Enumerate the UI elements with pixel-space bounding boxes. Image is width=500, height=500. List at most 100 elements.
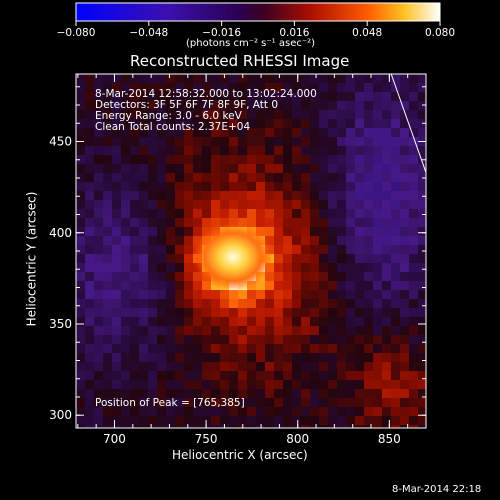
heatmap-cell — [220, 155, 230, 165]
heatmap-cell — [400, 128, 410, 138]
heatmap-cell — [310, 398, 320, 408]
heatmap-cell — [76, 344, 86, 354]
heatmap-cell — [157, 281, 167, 291]
heatmap-cell — [211, 119, 221, 129]
heatmap-cell — [229, 317, 239, 327]
heatmap-cell — [337, 389, 347, 399]
heatmap-cell — [256, 353, 266, 363]
heatmap-cell — [247, 299, 257, 309]
heatmap-cell — [364, 290, 374, 300]
heatmap-cell — [364, 344, 374, 354]
heatmap-cell — [94, 146, 104, 156]
heatmap-cell — [94, 290, 104, 300]
heatmap-cell — [103, 263, 113, 273]
heatmap-cell — [391, 353, 401, 363]
heatmap-cell — [283, 416, 293, 426]
heatmap-cell — [148, 110, 158, 120]
heatmap-cell — [382, 281, 392, 291]
heatmap-cell — [274, 110, 284, 120]
heatmap-cell — [166, 209, 176, 219]
heatmap-cell — [346, 218, 356, 228]
heatmap-cell — [175, 416, 185, 426]
heatmap-cell — [391, 173, 401, 183]
heatmap-cell — [193, 110, 203, 120]
heatmap-cell — [112, 281, 122, 291]
heatmap-cell — [148, 173, 158, 183]
heatmap-cell — [247, 110, 257, 120]
heatmap-cell — [184, 335, 194, 345]
heatmap-cell — [139, 83, 149, 93]
heatmap-cell — [139, 110, 149, 120]
heatmap-cell — [355, 209, 365, 219]
heatmap-cell — [328, 308, 338, 318]
heatmap-cell — [265, 236, 275, 246]
heatmap-cell — [265, 416, 275, 426]
heatmap-cell — [247, 371, 257, 381]
heatmap-cell — [319, 155, 329, 165]
heatmap-cell — [319, 83, 329, 93]
heatmap-cell — [319, 74, 329, 84]
heatmap-cell — [391, 245, 401, 255]
heatmap-cell — [184, 236, 194, 246]
heatmap-cell — [319, 200, 329, 210]
colorbar-tick-label: −0.048 — [129, 27, 168, 39]
heatmap-cell — [382, 290, 392, 300]
heatmap-cell — [418, 281, 426, 291]
heatmap-cell — [373, 344, 383, 354]
heatmap-cell — [211, 74, 221, 84]
heatmap-cell — [184, 137, 194, 147]
heatmap-cell — [247, 317, 257, 327]
heatmap-cell — [292, 245, 302, 255]
heatmap-cell — [229, 389, 239, 399]
heatmap-cell — [148, 92, 158, 102]
heatmap-cell — [256, 173, 266, 183]
heatmap-cell — [103, 245, 113, 255]
heatmap-cell — [310, 128, 320, 138]
heatmap-cell — [94, 272, 104, 282]
heatmap-cell — [301, 245, 311, 255]
heatmap-cell — [418, 218, 426, 228]
heatmap-cell — [94, 191, 104, 201]
heatmap-cell — [301, 164, 311, 174]
heatmap-cell — [112, 272, 122, 282]
heatmap-cell — [373, 173, 383, 183]
heatmap-cell — [418, 272, 426, 282]
heatmap-cell — [148, 281, 158, 291]
heatmap-cell — [121, 317, 131, 327]
heatmap-cell — [355, 425, 365, 428]
heatmap-cell — [211, 425, 221, 428]
heatmap-cell — [382, 308, 392, 318]
heatmap-cell — [355, 416, 365, 426]
heatmap-cell — [265, 371, 275, 381]
heatmap-cell — [166, 74, 176, 84]
heatmap-cell — [328, 407, 338, 417]
heatmap-cell — [355, 83, 365, 93]
heatmap-cell — [211, 308, 221, 318]
heatmap-cell — [310, 380, 320, 390]
heatmap-cell — [166, 146, 176, 156]
heatmap-cell — [274, 254, 284, 264]
heatmap-cell — [184, 227, 194, 237]
heatmap-cell — [418, 398, 426, 408]
heatmap-cell — [130, 155, 140, 165]
heatmap-cell — [220, 335, 230, 345]
heatmap-cell — [175, 218, 185, 228]
heatmap-cell — [229, 182, 239, 192]
heatmap-cell — [121, 83, 131, 93]
heatmap-cell — [418, 407, 426, 417]
heatmap-cell — [85, 362, 95, 372]
heatmap-cell — [373, 326, 383, 336]
heatmap-cell — [94, 173, 104, 183]
heatmap-cell — [382, 209, 392, 219]
heatmap-cell — [247, 416, 257, 426]
heatmap-cell — [166, 200, 176, 210]
heatmap-cell — [310, 110, 320, 120]
heatmap-cell — [112, 254, 122, 264]
heatmap-cell — [112, 344, 122, 354]
heatmap-cell — [328, 362, 338, 372]
heatmap-cell — [292, 110, 302, 120]
heatmap-cell — [310, 407, 320, 417]
heatmap-cell — [184, 155, 194, 165]
heatmap-cell — [112, 101, 122, 111]
heatmap-cell — [328, 398, 338, 408]
